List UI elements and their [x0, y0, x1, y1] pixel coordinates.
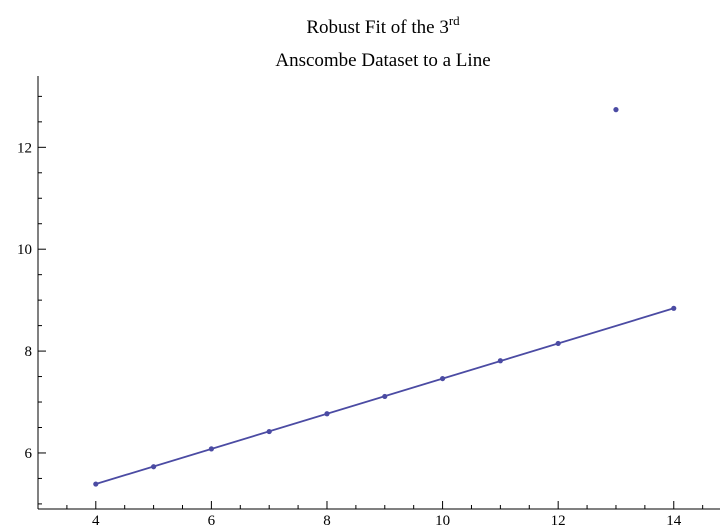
- chart-title-line1: Robust Fit of the 3rd: [306, 13, 460, 38]
- x-tick-label: 10: [435, 513, 450, 527]
- data-point: [671, 305, 677, 311]
- data-point: [613, 107, 619, 113]
- data-point: [208, 446, 214, 452]
- x-tick-label: 6: [208, 513, 216, 527]
- data-point: [150, 464, 157, 470]
- y-tick-label: 10: [17, 242, 32, 258]
- chart-title-line2: Anscombe Dataset to a Line: [275, 50, 490, 71]
- data-point: [382, 393, 388, 400]
- data-point: [324, 411, 330, 417]
- x-tick-label: 12: [551, 513, 566, 527]
- data-point: [497, 358, 503, 364]
- tick-marks: [37, 95, 704, 509]
- x-tick-label: 4: [92, 513, 100, 527]
- chart-title-main: Robust Fit of the 3: [306, 17, 449, 38]
- data-point: [439, 375, 446, 382]
- y-tick-label: 6: [25, 446, 33, 462]
- data-point: [266, 428, 272, 435]
- tick-labels: 4 6 8 10 12 14 6 8 10 12: [17, 140, 682, 527]
- x-tick-label: 14: [666, 513, 682, 527]
- chart-title-superscript: rd: [449, 13, 460, 28]
- x-tick-label: 8: [323, 513, 331, 527]
- plot-area: [93, 107, 677, 487]
- y-tick-label: 12: [17, 140, 32, 156]
- y-tick-label: 8: [25, 344, 33, 360]
- axes: [37, 76, 720, 510]
- data-point: [93, 481, 99, 487]
- data-point: [555, 340, 561, 347]
